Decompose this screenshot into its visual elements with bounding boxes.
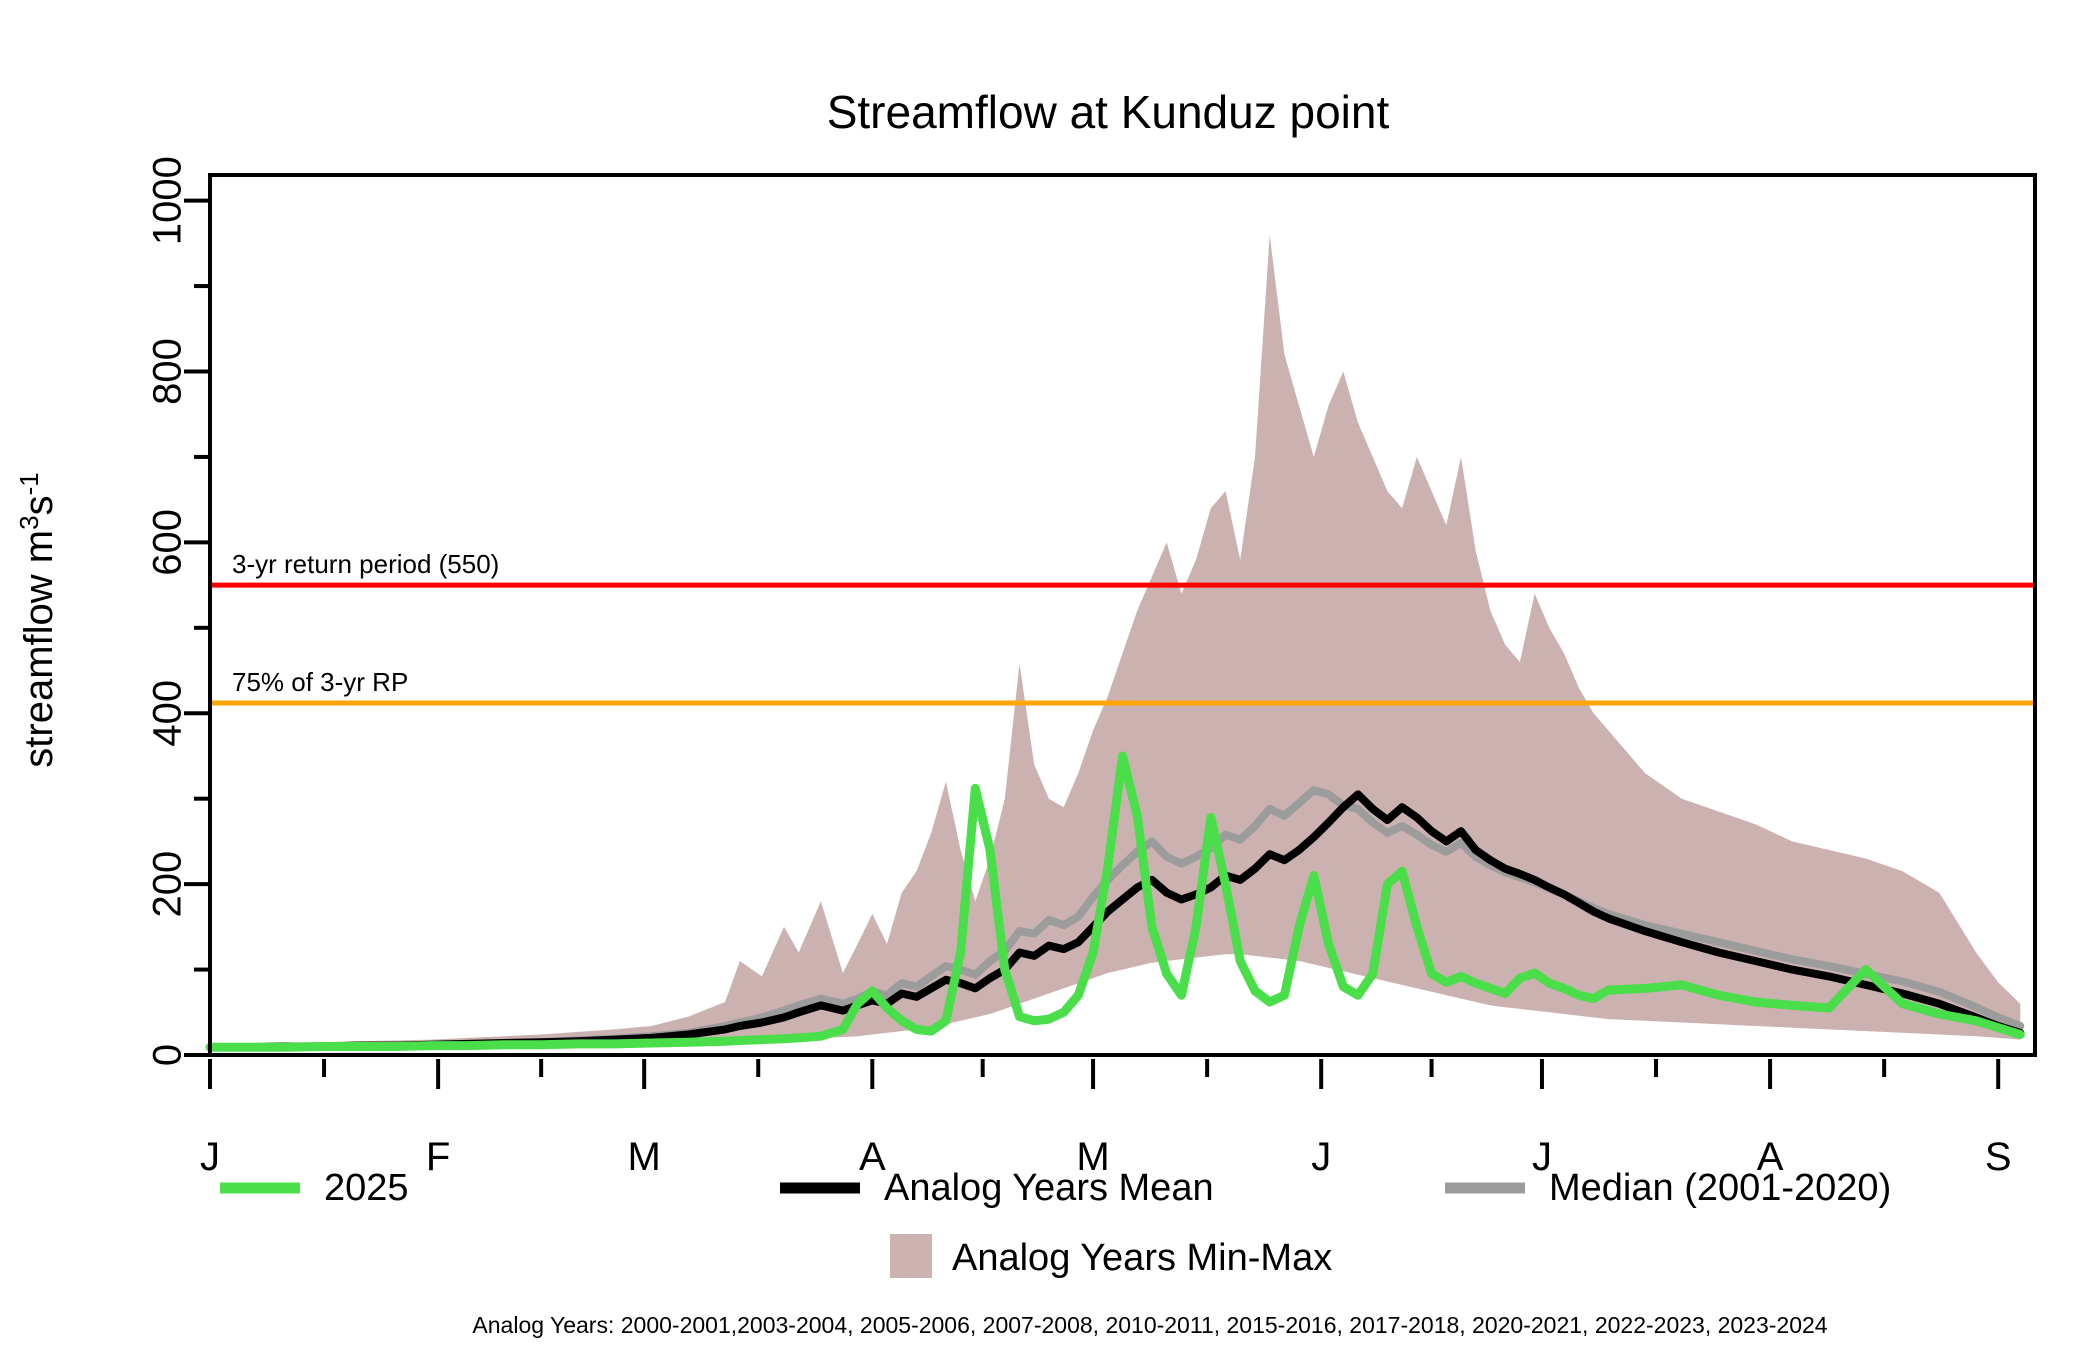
- footnote-analog-years: Analog Years: 2000-2001,2003-2004, 2005-…: [472, 1312, 1827, 1338]
- legend-label-1: Analog Years Mean: [884, 1167, 1214, 1209]
- plot-area: 3-yr return period (550) 75% of 3-yr RP 0 2…: [146, 156, 2037, 1338]
- x-tick-label-M-4: M: [1076, 1135, 1109, 1179]
- y-axis-title-main: streamflow m: [17, 530, 61, 768]
- legend-label-band: Analog Years Min-Max: [952, 1237, 1332, 1279]
- x-tick-label-S-8: S: [1985, 1135, 2012, 1179]
- x-tick-label-A-3: A: [859, 1135, 886, 1179]
- threshold-label-return-period-3yr: 3-yr return period (550): [232, 549, 499, 579]
- x-tick-label-J-5: J: [1311, 1135, 1331, 1179]
- analog-years-minmax-band: [210, 234, 2021, 1049]
- y-tick-label-600: 600: [146, 509, 190, 576]
- x-tick-label-M-2: M: [628, 1135, 661, 1179]
- y-tick-label-200: 200: [146, 851, 190, 918]
- plot-frame: [208, 173, 2037, 1057]
- threshold-label-rp-75pct: 75% of 3-yr RP: [232, 667, 408, 697]
- y-tick-label-0: 0: [146, 1044, 190, 1066]
- y-tick-label-800: 800: [146, 338, 190, 405]
- y-tick-label-1000: 1000: [146, 156, 190, 245]
- y-axis-title-exp1: 3: [14, 515, 44, 529]
- y-axis-title: streamflow m3s-1: [14, 472, 61, 767]
- series-2025: [205, 751, 2025, 1052]
- legend-swatch-band: [890, 1234, 932, 1278]
- svg-text:streamflow m3s-1: streamflow m3s-1: [14, 472, 61, 767]
- x-tick-label-J-6: J: [1532, 1135, 1552, 1179]
- chart-title: Streamflow at Kunduz point: [827, 86, 1390, 138]
- x-tick-label-A-7: A: [1757, 1135, 1784, 1179]
- y-axis-title-mid: s: [17, 495, 61, 515]
- y-axis-title-exp2: -1: [14, 472, 44, 495]
- x-tick-label-J-0: J: [200, 1135, 220, 1179]
- series-analog-years-mean: [206, 790, 2025, 1052]
- y-tick-label-400: 400: [146, 680, 190, 747]
- legend-label-0: 2025: [324, 1167, 409, 1209]
- x-tick-label-F-1: F: [426, 1135, 450, 1179]
- legend-label-2: Median (2001-2020): [1549, 1167, 1891, 1209]
